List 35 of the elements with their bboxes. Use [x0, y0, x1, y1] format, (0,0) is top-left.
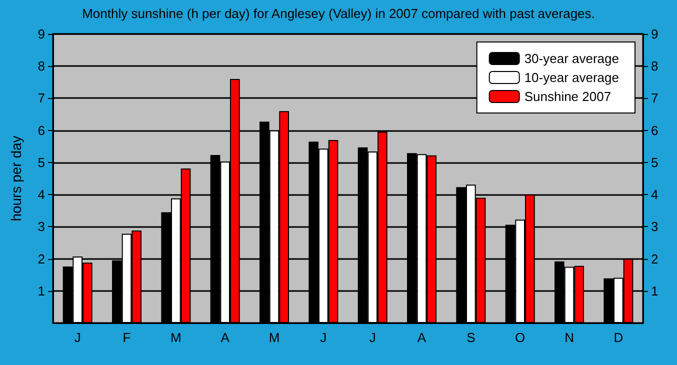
legend-label: 10-year average	[524, 70, 620, 85]
x-tick-label: J	[369, 330, 376, 345]
x-tick-label: S	[466, 330, 476, 345]
y-tick-label: 7	[38, 90, 45, 106]
legend-label: 30-year average	[524, 51, 620, 66]
x-tick-label: A	[417, 330, 426, 345]
y2-tick-label: 5	[651, 154, 658, 170]
chart-title: Monthly sunshine (h per day) for Anglesey (Valley) in 2007 compared with past averages.	[82, 6, 595, 21]
y-tick-label: 4	[38, 187, 45, 202]
x-tick-label: O	[515, 330, 526, 345]
x-tick-label: D	[614, 330, 624, 345]
x-tick-label: M	[170, 330, 182, 345]
y-tick-label: 2	[38, 251, 45, 266]
y2-tick-label: 8	[651, 58, 658, 74]
x-tick-label: N	[564, 330, 574, 345]
y-axis-title: hours per day	[8, 136, 24, 222]
x-tick-label: J	[74, 330, 81, 345]
y2-tick-label: 7	[651, 90, 658, 106]
legend-label: Sunshine 2007	[524, 89, 612, 104]
y2-tick-label: 9	[651, 26, 658, 42]
y2-tick-label: 6	[651, 122, 658, 138]
x-tick-label: M	[268, 330, 280, 345]
y2-tick-label: 3	[651, 219, 658, 234]
y-tick-label: 6	[38, 122, 45, 138]
y2-tick-label: 1	[651, 283, 658, 298]
y-tick-label: 9	[38, 26, 45, 42]
y-tick-label: 3	[38, 219, 45, 234]
y2-tick-label: 2	[651, 251, 658, 266]
y-tick-label: 1	[38, 283, 45, 298]
x-tick-label: J	[320, 330, 327, 345]
x-tick-label: A	[220, 330, 230, 345]
y-tick-label: 5	[38, 154, 45, 170]
y2-tick-label: 4	[651, 187, 658, 202]
y-tick-label: 8	[38, 58, 45, 74]
x-tick-label: F	[122, 330, 131, 345]
